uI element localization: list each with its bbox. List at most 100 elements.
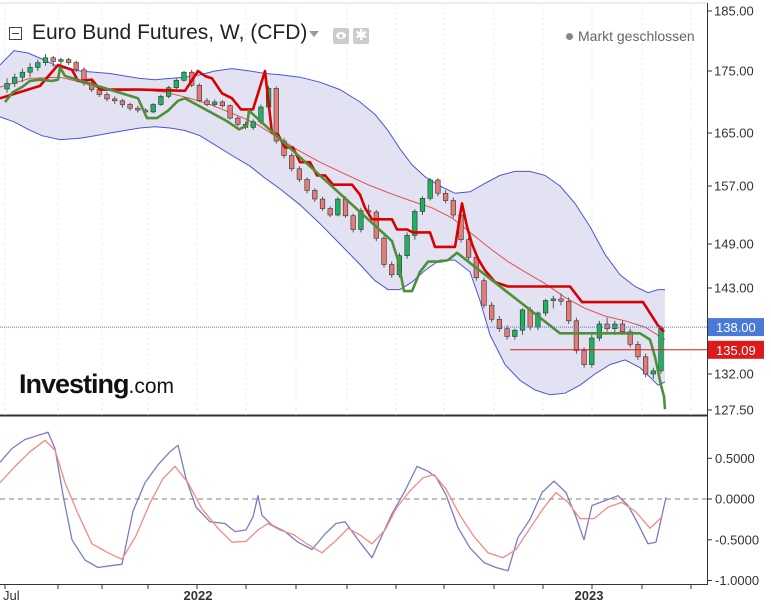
candle-body [196,85,203,102]
candle-body [450,200,456,216]
candle-body [150,104,156,113]
y-tick-label: 157.00 [714,179,754,194]
candle-body [19,71,26,78]
price-panel [0,2,707,417]
candle-body [627,331,633,345]
osc-tick-label: -0.5000 [715,532,759,547]
logo-suffix: .com [128,375,175,398]
candle-body [166,87,172,97]
candle-body [481,280,487,306]
candle-body [427,179,433,199]
oscillator-panel [0,431,707,572]
candle-body [535,312,541,328]
y-tick-label: 143.00 [714,281,754,296]
candle-body [442,193,449,201]
market-status-text: Markt geschlossen [578,28,695,44]
candle-body [412,211,418,236]
reference-price-label: 135.09 [716,343,756,358]
bollinger-upper-line [0,50,665,294]
candle-body [550,298,556,301]
candle-body [50,57,56,62]
candle-body [73,62,79,71]
candle-body [104,94,110,100]
market-status: Markt geschlossen [566,28,695,44]
candle-body [127,104,133,109]
candle-body [319,198,326,209]
reference-price-badge [708,340,764,359]
y-axis: 185.00 175.00 165.00 157.00 149.00 143.00 132.… [0,3,764,603]
candle-body [235,117,241,125]
candle-body [27,67,33,73]
logo-brand: Investing [19,369,130,399]
candle-body [573,320,579,351]
candle-body [604,323,610,329]
candle-body [558,298,564,302]
candle-body [212,101,218,105]
oscillator-signal-red [0,439,663,560]
status-dot-icon [566,33,573,40]
eye-icon[interactable] [333,28,349,44]
x-tick-label: 2022 [184,588,213,603]
candle-body [158,96,164,105]
chevron-down-icon[interactable] [309,31,319,37]
candle-body [219,101,226,107]
bollinger-band-fill [0,50,665,395]
candle-body [381,237,387,265]
x-tick-label: 2023 [575,588,604,603]
osc-tick-label: 0.0000 [715,492,755,507]
candle-body [358,210,364,230]
candle-body [312,190,318,200]
candle-body [135,107,141,111]
candle-body [250,121,256,128]
candle-body [512,329,518,337]
candle-body [489,304,495,320]
y-tick-label: 149.00 [714,237,754,252]
candle-body [112,98,118,102]
collapse-icon[interactable] [9,27,22,40]
candle-body [504,328,510,337]
candle-body [566,300,572,322]
trend-stop-red-line [0,63,665,333]
candle-body [119,100,125,105]
candle-body [58,59,64,62]
candle-body [350,215,356,230]
candle-body [335,198,341,216]
instrument-title[interactable]: Euro Bund Futures, W, (CFD) [32,21,308,44]
candle-body [304,179,310,191]
investing-logo: Investing.com [19,369,174,400]
candle-body [389,264,395,276]
candle-body [12,76,18,84]
candle-body [619,323,626,333]
oscillator-line-blue [0,431,667,572]
osc-tick-label: 0.5000 [715,451,755,466]
candle-body [227,105,233,119]
y-tick-label: 132.00 [714,367,754,382]
candle-body [419,198,426,212]
candle-body [642,356,649,375]
candle-body [173,80,179,89]
bollinger-lower-line [0,116,666,396]
osc-tick-label: -1.0000 [715,573,759,588]
candle-body [273,88,279,142]
y-tick-label: 175.00 [714,64,754,79]
candle-body [596,323,602,339]
candle-body [327,208,333,216]
candle-body [435,179,441,194]
candle-body [181,71,187,81]
candle-body [35,62,41,68]
candle-body [465,239,472,258]
gear-icon[interactable] [353,26,369,44]
candle-body [289,155,295,170]
candle-body [635,343,641,358]
candle-body [542,300,549,314]
y-tick-label: 185.00 [714,4,754,19]
candle-body [496,318,503,329]
current-price-badge [708,318,764,337]
candle-body [650,370,656,375]
current-price-label: 138.00 [716,320,756,335]
candle-body [42,57,49,63]
candle-body [589,337,595,365]
y-tick-label: 165.00 [714,126,754,141]
candle-body [612,323,618,329]
